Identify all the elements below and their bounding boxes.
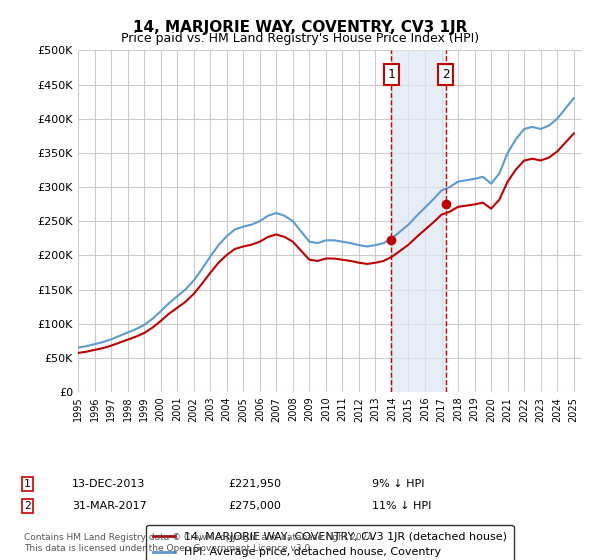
Text: 13-DEC-2013: 13-DEC-2013 [72, 479, 145, 489]
Legend: 14, MARJORIE WAY, COVENTRY, CV3 1JR (detached house), HPI: Average price, detach: 14, MARJORIE WAY, COVENTRY, CV3 1JR (det… [146, 525, 514, 560]
Text: 11% ↓ HPI: 11% ↓ HPI [372, 501, 431, 511]
Text: 9% ↓ HPI: 9% ↓ HPI [372, 479, 425, 489]
Text: 1: 1 [24, 479, 31, 489]
Text: Contains HM Land Registry data © Crown copyright and database right 2024.
This d: Contains HM Land Registry data © Crown c… [24, 533, 376, 553]
Text: 2: 2 [24, 501, 31, 511]
Text: £275,000: £275,000 [228, 501, 281, 511]
Text: £221,950: £221,950 [228, 479, 281, 489]
Text: 14, MARJORIE WAY, COVENTRY, CV3 1JR: 14, MARJORIE WAY, COVENTRY, CV3 1JR [133, 20, 467, 35]
Text: 31-MAR-2017: 31-MAR-2017 [72, 501, 147, 511]
Bar [391, 50, 446, 392]
Text: 1: 1 [388, 68, 395, 81]
Text: Price paid vs. HM Land Registry's House Price Index (HPI): Price paid vs. HM Land Registry's House … [121, 32, 479, 45]
Text: 2: 2 [442, 68, 449, 81]
